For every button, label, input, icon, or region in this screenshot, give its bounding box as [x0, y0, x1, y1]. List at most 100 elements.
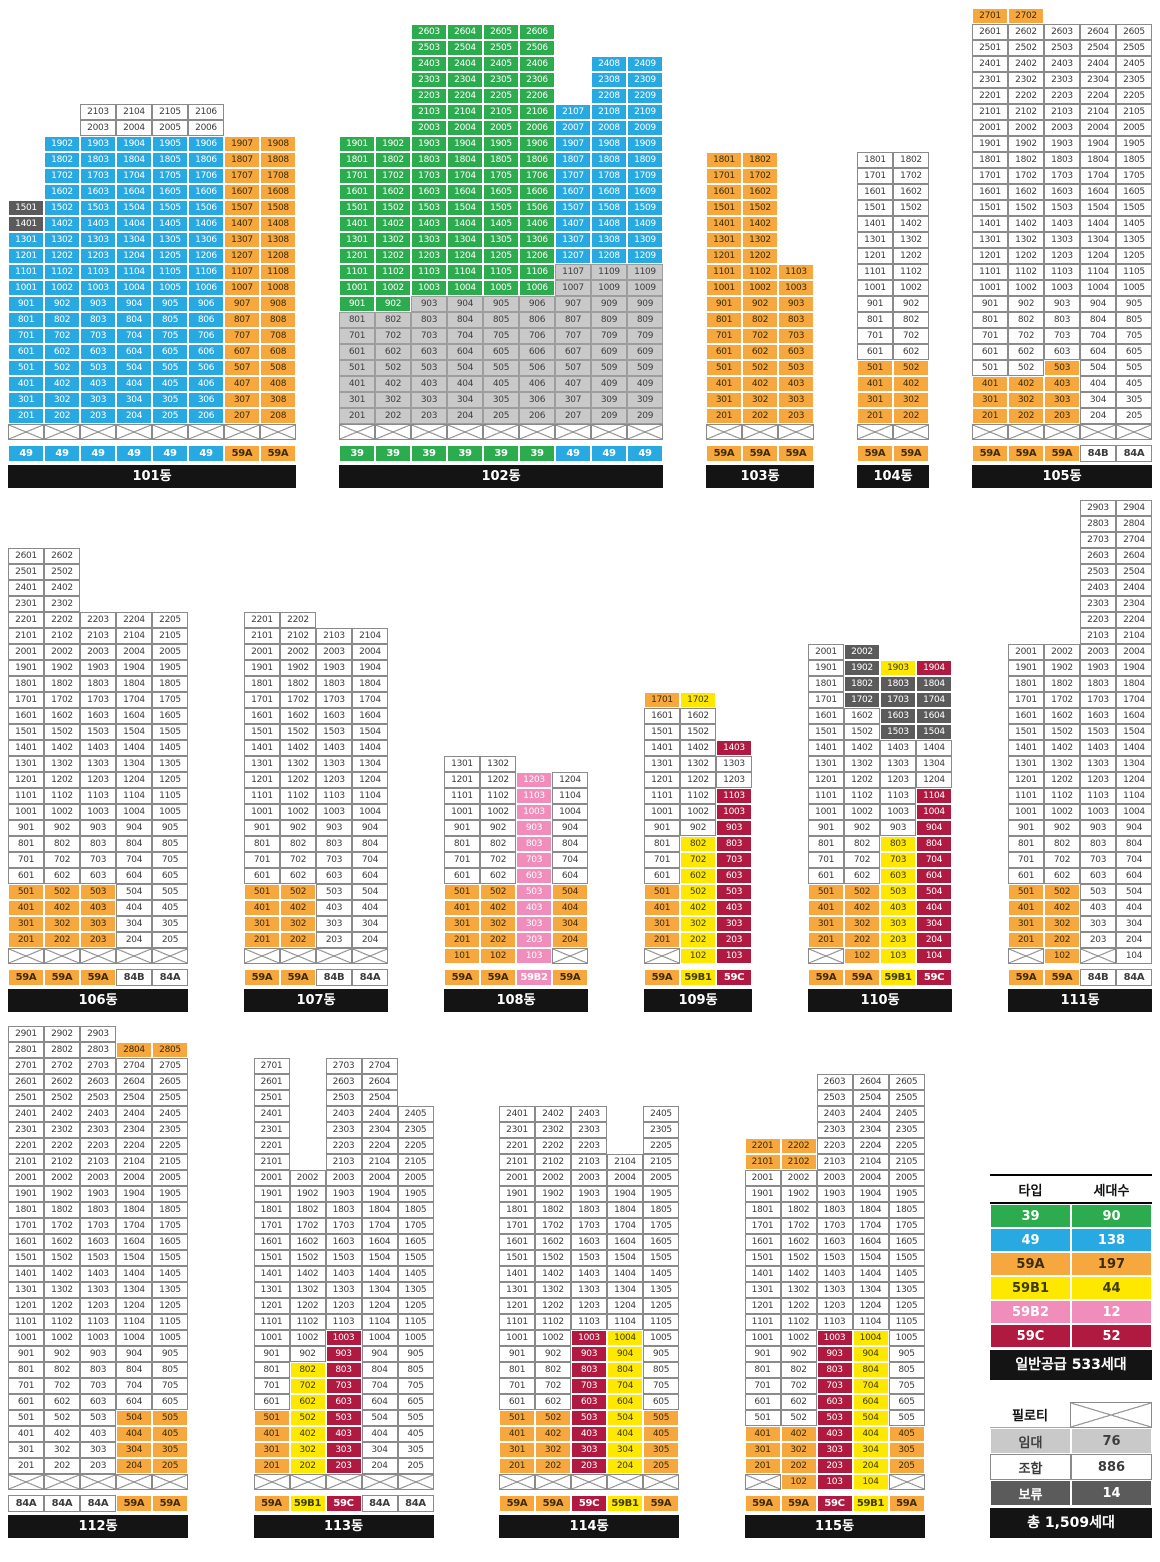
unit-cell: 201 [444, 932, 480, 948]
unit-cell: 705 [888, 1378, 925, 1394]
unit-cell: 1307 [224, 232, 260, 248]
unit-cell: 1605 [888, 1234, 925, 1250]
piloti-cell [152, 948, 188, 964]
unit-cell: 303 [316, 916, 352, 932]
unit-cell: 2803 [80, 1042, 116, 1058]
unit-cell: 403 [571, 1426, 607, 1442]
unit-cell: 1402 [680, 740, 716, 756]
unit-cell: 1604 [916, 708, 952, 724]
unit-cell: 1401 [644, 740, 680, 756]
unit-cell: 2404 [361, 1106, 398, 1122]
unit-cell: 903 [571, 1346, 607, 1362]
unit-cell: 802 [280, 836, 316, 852]
unit-cell: 1802 [1008, 152, 1044, 168]
unit-cell: 303 [571, 1442, 607, 1458]
piloti-cell [706, 424, 742, 440]
unit-cell: 1201 [644, 772, 680, 788]
legend-type-rows: 39 90 49 138 59A 197 59B1 44 59B2 12 59C 52 [990, 1204, 1152, 1348]
unit-cell: 1904 [116, 136, 152, 152]
unit-cell: 601 [8, 344, 44, 360]
unit-cell: 1604 [116, 184, 152, 200]
unit-cell: 505 [888, 1410, 925, 1426]
unit-cell: 305 [483, 392, 519, 408]
unit-cell: 802 [44, 836, 80, 852]
type-cell: 84B [1080, 969, 1116, 986]
unit-cell: 901 [972, 296, 1008, 312]
unit-cell: 1305 [152, 756, 188, 772]
unit-cell: 1604 [116, 1234, 152, 1250]
piloti-cell [253, 1474, 290, 1490]
unit-cell: 1505 [483, 200, 519, 216]
unit-cell: 303 [80, 916, 116, 932]
type-cell: 59B1 [289, 1495, 326, 1512]
legend-type-label: 59A [990, 1252, 1071, 1276]
unit-cell: 1805 [397, 1202, 434, 1218]
unit-cell: 1303 [716, 756, 752, 772]
unit-cell: 309 [591, 392, 627, 408]
piloti-cell [888, 1474, 925, 1490]
piloti-cell [260, 424, 296, 440]
unit-cell: 2402 [1008, 56, 1044, 72]
unit-cell: 2303 [571, 1122, 607, 1138]
piloti-cell [116, 424, 152, 440]
unit-cell: 1603 [1080, 708, 1116, 724]
unit-cell: 2202 [780, 1138, 817, 1154]
unit-cell: 2202 [44, 612, 80, 628]
unit-cell: 2902 [44, 1026, 80, 1042]
unit-cell: 1802 [742, 152, 778, 168]
unit-cell: 2701 [253, 1058, 290, 1074]
legend-row-59b1: 59B1 44 [990, 1276, 1152, 1300]
unit-cell: 204 [607, 1458, 643, 1474]
unit-cell: 1201 [499, 1298, 535, 1314]
unit-cell: 2106 [188, 104, 224, 120]
unit-cell: 1303 [80, 756, 116, 772]
unit-cell: 201 [8, 1458, 44, 1474]
type-cell: 59A [972, 445, 1008, 462]
unit-cell: 1801 [808, 676, 844, 692]
piloti-cell [644, 948, 680, 964]
legend-other-table: 필로티 임대 76 조합 886 보류 14 총 1,509세대 [990, 1402, 1152, 1538]
unit-cell: 2404 [116, 1106, 152, 1122]
unit-cell: 2305 [643, 1122, 679, 1138]
unit-cell: 1905 [888, 1186, 925, 1202]
unit-cell: 2103 [325, 1154, 362, 1170]
type-row: 59A 59A 59A [706, 445, 814, 462]
unit-cell: 1602 [280, 708, 316, 724]
unit-cell: 905 [888, 1346, 925, 1362]
unit-cell: 306 [519, 392, 555, 408]
unit-cell: 701 [644, 852, 680, 868]
unit-cell: 505 [397, 1410, 434, 1426]
unit-cell: 1302 [742, 232, 778, 248]
unit-cell: 1104 [916, 788, 952, 804]
unit-cell: 203 [80, 1458, 116, 1474]
unit-cell: 201 [857, 408, 893, 424]
unit-cell: 806 [519, 312, 555, 328]
unit-cell: 1708 [591, 168, 627, 184]
unit-cell: 202 [44, 932, 80, 948]
unit-cell: 104 [1116, 948, 1152, 964]
unit-cell: 2305 [483, 72, 519, 88]
unit-cell: 202 [1044, 932, 1080, 948]
unit-cell: 805 [643, 1362, 679, 1378]
unit-cell: 1004 [1116, 804, 1152, 820]
unit-cell: 1704 [852, 1218, 889, 1234]
unit-cell: 2105 [152, 1154, 188, 1170]
unit-cell: 607 [555, 344, 591, 360]
unit-cell: 503 [325, 1410, 362, 1426]
unit-cell: 203 [80, 932, 116, 948]
unit-cell: 2102 [280, 628, 316, 644]
unit-cell: 605 [152, 344, 188, 360]
unit-cell: 1105 [1116, 264, 1152, 280]
unit-cell: 1105 [397, 1314, 434, 1330]
unit-cell: 301 [244, 916, 280, 932]
unit-cell: 501 [706, 360, 742, 376]
unit-cell: 1909 [627, 136, 663, 152]
unit-cell: 1005 [152, 804, 188, 820]
unit-cell: 703 [571, 1378, 607, 1394]
unit-cell: 201 [744, 1458, 781, 1474]
piloti-cell [44, 948, 80, 964]
unit-cell: 2002 [780, 1170, 817, 1186]
unit-cell: 1204 [1116, 772, 1152, 788]
unit-cell: 205 [152, 408, 188, 424]
unit-cell: 807 [555, 312, 591, 328]
